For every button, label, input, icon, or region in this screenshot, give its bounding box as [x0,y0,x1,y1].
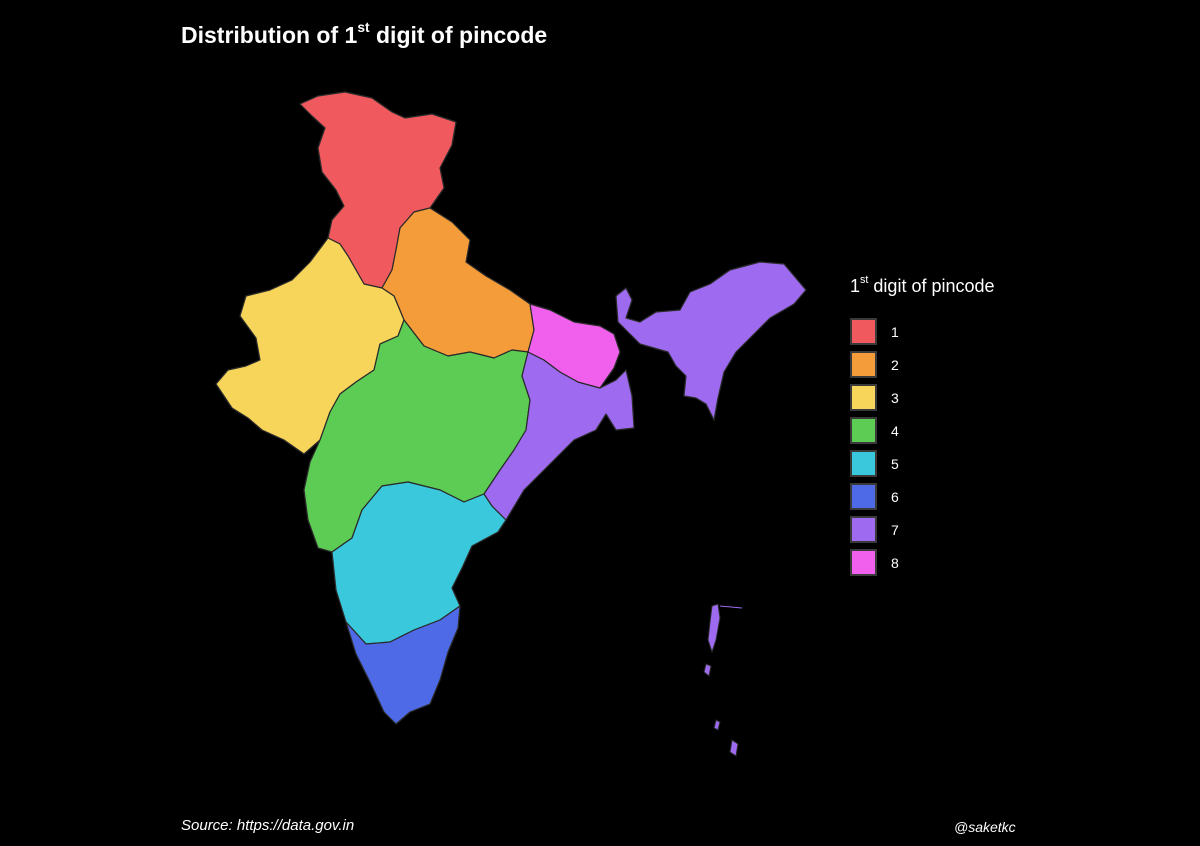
legend-title: 1st digit of pincode [850,274,995,297]
title-suffix: digit of pincode [369,22,548,48]
nicobar-island-3 [729,739,739,757]
page-title: Distribution of 1st digit of pincode [181,20,548,49]
legend-label: 7 [891,521,899,538]
legend-item: 1 [850,315,995,348]
legend-item: 3 [850,381,995,414]
legend-title-suffix: digit of pincode [868,276,995,296]
legend-item: 8 [850,546,995,579]
legend-label: 8 [891,554,899,571]
legend-label: 4 [891,422,899,439]
source-caption: Source: https://data.gov.in [181,817,355,834]
legend-title-superscript: st [860,274,869,287]
legend-label: 5 [891,455,899,472]
author-handle: @saketkc [954,819,1016,835]
legend-swatch [850,549,877,576]
legend-label: 3 [891,389,899,406]
nicobar-island-1 [703,663,712,677]
nicobar-island-2 [713,719,721,731]
andaman-islands [707,603,721,654]
legend-swatch [850,351,877,378]
legend-item: 5 [850,447,995,480]
title-prefix: Distribution of 1 [181,22,358,48]
legend-swatch [850,318,877,345]
legend-item: 7 [850,513,995,546]
legend-label: 6 [891,488,899,505]
legend: 1st digit of pincode 1 2 3 4 5 6 7 8 [850,274,995,579]
legend-item: 2 [850,348,995,381]
legend-swatch [850,483,877,510]
legend-label: 1 [891,323,899,340]
legend-swatch [850,384,877,411]
legend-swatch [850,516,877,543]
legend-title-prefix: 1 [850,276,861,296]
title-superscript: st [357,20,370,36]
legend-swatch [850,417,877,444]
legend-item: 4 [850,414,995,447]
legend-label: 2 [891,356,899,373]
legend-item: 6 [850,480,995,513]
legend-swatch [850,450,877,477]
